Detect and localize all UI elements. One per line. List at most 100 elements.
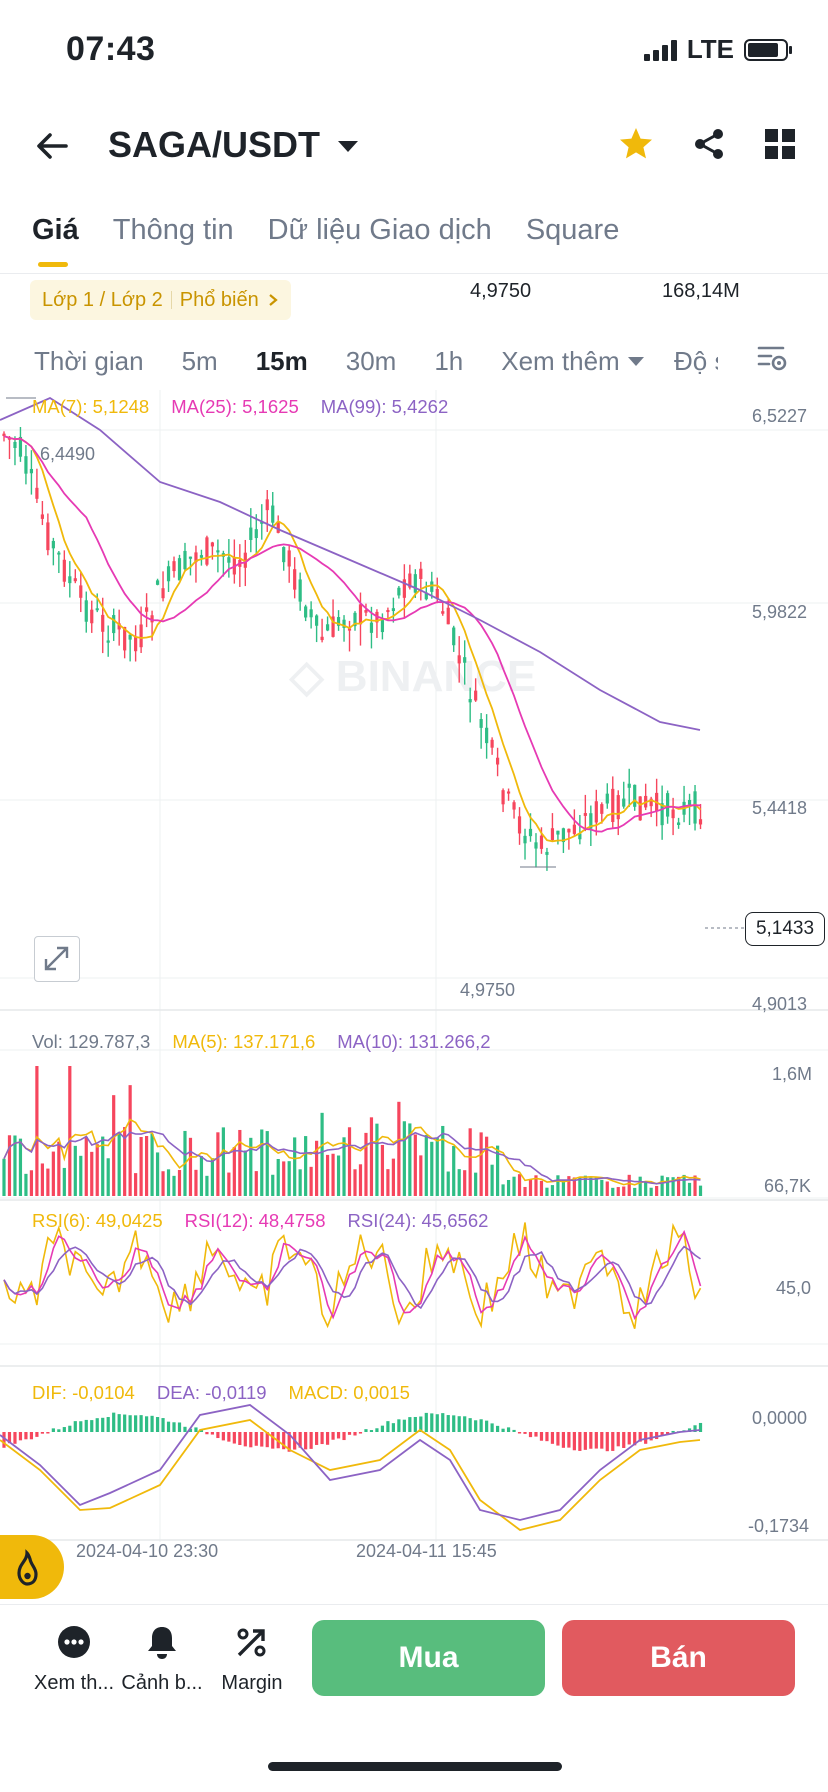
volume-bar (276, 1158, 280, 1196)
back-arrow-icon[interactable] (32, 126, 72, 166)
chart-settings-icon[interactable] (756, 342, 788, 374)
interval-15m[interactable]: 15m (255, 346, 308, 376)
candle-body (474, 690, 478, 701)
ma99-value: MA(99): 5,4262 (320, 396, 449, 417)
macd-bar (40, 1432, 44, 1434)
volume-bar (666, 1177, 670, 1196)
candle-body (35, 487, 39, 499)
candle-body (534, 842, 538, 849)
candle-body (567, 828, 571, 833)
macd-bar (347, 1432, 352, 1435)
candle-body (227, 557, 231, 563)
interval-30m[interactable]: 30m (345, 346, 397, 376)
volume-bar (687, 1182, 692, 1196)
candle-body (441, 611, 445, 614)
macd-bar (380, 1425, 385, 1432)
hot-button[interactable] (0, 1535, 64, 1599)
interval-5m[interactable]: 5m (181, 346, 218, 376)
candle-body (446, 607, 450, 625)
bottom-nav-more[interactable]: Xem th... (26, 1622, 122, 1695)
macd-bar (358, 1432, 363, 1434)
interval-more[interactable]: Xem thêm (501, 346, 644, 377)
interval-depth[interactable]: Độ sâu (674, 346, 718, 376)
price-axis-label: 4,9013 (752, 994, 808, 1014)
volume-bar (134, 1173, 138, 1196)
volume-bar (336, 1155, 341, 1196)
share-icon[interactable] (692, 127, 726, 161)
macd-bar (589, 1432, 593, 1449)
volume-bar (550, 1185, 555, 1196)
candle-body (325, 624, 330, 631)
volume-bar (29, 1170, 34, 1196)
volume-bar (633, 1187, 637, 1196)
volume-bar (358, 1164, 363, 1196)
candle-body (84, 600, 88, 622)
vol-axis-label: 1,6M (772, 1064, 813, 1084)
price-axis-label: 6,5227 (752, 406, 808, 426)
candle-body (506, 791, 511, 794)
candle-body (57, 552, 61, 555)
macd-bar (364, 1429, 368, 1432)
macd-bar (46, 1432, 50, 1434)
macd-bar (101, 1417, 105, 1432)
bottom-nav-margin[interactable]: Margin (204, 1622, 300, 1695)
time-axis-label: 2024-04-11 15:45 (356, 1541, 497, 1561)
volume-bar (501, 1184, 505, 1196)
macd-bar (79, 1421, 83, 1432)
candle-body (545, 851, 549, 855)
pill-divider (170, 291, 172, 309)
candle-body (336, 617, 341, 626)
sell-button[interactable]: Bán (562, 1620, 795, 1696)
macd-bar (336, 1432, 341, 1439)
macd-bar (205, 1432, 209, 1435)
volume-bar (578, 1177, 582, 1196)
macd-bar (545, 1432, 549, 1442)
vol-ma10-line (3, 1130, 701, 1185)
tab-trading-data[interactable]: Dữ liệu Giao dịch (267, 214, 492, 246)
buy-button[interactable]: Mua (312, 1620, 545, 1696)
tab-info[interactable]: Thông tin (112, 214, 234, 246)
volume-bar (282, 1161, 286, 1196)
kline-chart[interactable]: ◇ BINANCE (0, 390, 828, 1562)
favorite-star-icon[interactable] (618, 126, 654, 162)
volume-bar (539, 1180, 544, 1196)
fullscreen-button[interactable] (34, 936, 80, 982)
vol-axis-label: 66,7K (764, 1176, 812, 1196)
volume-bar (227, 1172, 231, 1196)
candle-body (210, 542, 215, 547)
candle-body (666, 793, 670, 817)
volume-bar (457, 1169, 461, 1196)
candle-body (287, 550, 291, 567)
candle-body (556, 830, 560, 835)
ma7-line (3, 435, 702, 843)
interval-1h[interactable]: 1h (434, 346, 464, 376)
tab-square[interactable]: Square (525, 214, 620, 246)
candle-body (358, 604, 363, 625)
candle-body (260, 521, 264, 524)
volume-bar (364, 1132, 368, 1196)
tab-price[interactable]: Giá (32, 214, 79, 267)
macd-bar (638, 1432, 642, 1442)
chevron-down-icon (338, 140, 359, 152)
bell-icon (148, 1627, 176, 1659)
macd-bar (446, 1415, 450, 1432)
volume-bar (84, 1136, 88, 1196)
volume-bar (106, 1158, 110, 1196)
volume-bar (682, 1174, 686, 1196)
macd-bar (616, 1432, 620, 1447)
volume-bar (419, 1155, 423, 1196)
interval-time[interactable]: Thời gian (34, 346, 144, 376)
pair-selector[interactable]: SAGA/USDT (108, 124, 359, 166)
candle-body (177, 558, 182, 581)
volume-bar (660, 1175, 664, 1196)
bottom-nav-alert[interactable]: Cảnh b... (114, 1622, 210, 1695)
volume-bar (430, 1141, 434, 1196)
volume-bar (474, 1172, 478, 1196)
candle-body (188, 556, 193, 559)
candle-body (166, 566, 171, 582)
grid-layout-icon[interactable] (764, 128, 796, 160)
tag-pill[interactable]: Lớp 1 / Lớp 2 Phổ biến (30, 280, 291, 320)
volume-bar (611, 1187, 615, 1196)
bottom-divider (0, 1604, 828, 1605)
macd-bar (177, 1422, 182, 1432)
